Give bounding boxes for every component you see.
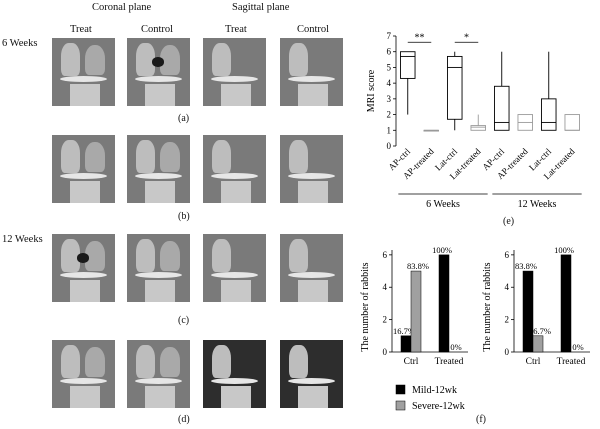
f-right-bar-label: 83.8% [515, 261, 537, 271]
f-right-bar [532, 335, 544, 353]
legend-label: Mild-12wk [412, 385, 457, 396]
legend-swatch [395, 400, 406, 411]
e-group-label: 6 Weeks [426, 199, 460, 210]
f-right-category-label: Treated [557, 357, 586, 367]
f-right-bar-label: 16.7% [529, 326, 551, 336]
legend-f: Mild-12wk Severe-12wk [395, 384, 465, 412]
legend-swatch [395, 384, 406, 395]
legend-label: Severe-12wk [412, 401, 465, 412]
e-y-tick-label: 4 [387, 78, 392, 88]
chart-f-right: 0 2 4 6 The number of rabbits 83.8% 16.7% Ctrl 1… [482, 245, 590, 367]
row-label-12-weeks: 12 Weeks [2, 234, 43, 245]
e-y-tick-label: 3 [387, 94, 392, 104]
e-y-tick-label: 6 [387, 47, 392, 57]
f-left-y-tick-label: 6 [383, 250, 388, 260]
mri-c-sagittal-treat [203, 234, 266, 302]
sagittal-plane-header: Sagittal plane [232, 2, 290, 13]
f-left-bar-label: 0% [450, 342, 461, 352]
f-right-y-axis-label: The number of rabbits [482, 262, 493, 351]
f-left-bar [438, 254, 450, 353]
e-significance-label: * [464, 32, 469, 43]
mri-d-sagittal-treat [203, 340, 266, 408]
f-right-category-label: Ctrl [526, 357, 541, 367]
f-left-y-axis-label: The number of rabbits [360, 262, 371, 351]
row-label-6-weeks: 6 Weeks [2, 38, 38, 49]
mri-c-coronal-treat [52, 234, 115, 302]
panel-label-f: (f) [476, 414, 486, 425]
e-y-tick-label: 2 [387, 110, 392, 120]
f-right-y-tick-label: 4 [505, 282, 510, 292]
f-left-bar-label: 100% [432, 245, 452, 255]
mri-c-sagittal-control [280, 234, 343, 302]
panel-label-c: (c) [178, 315, 190, 326]
e-box [541, 98, 557, 131]
e-y-axis-label: MRI score [366, 69, 377, 112]
e-y-tick-label: 1 [387, 125, 392, 135]
f-left-y-tick-label: 2 [383, 315, 388, 325]
e-box [470, 125, 486, 131]
f-left-bar-label: 16.7% [393, 326, 415, 336]
f-left-bar [400, 335, 412, 353]
chart-f-left: 0 2 4 6 The number of rabbits 16.7% 83.8% Ctrl 1… [360, 245, 468, 367]
treat-header-coronal: Treat [70, 24, 92, 35]
mri-b-sagittal-control [280, 135, 343, 203]
f-left-category-label: Ctrl [404, 357, 419, 367]
mri-c-coronal-control [127, 234, 190, 302]
e-significance-label: ** [415, 32, 425, 43]
control-header-coronal: Control [141, 24, 174, 35]
mri-b-coronal-control [127, 135, 190, 203]
e-box [494, 85, 510, 131]
e-y-tick-label: 7 [387, 31, 392, 41]
f-right-bar [560, 254, 572, 353]
e-y-tick-label: 0 [387, 141, 392, 151]
e-y-tick-label: 5 [387, 62, 392, 72]
f-right-y-tick-label: 6 [505, 250, 510, 260]
mri-a-sagittal-treat [203, 38, 266, 106]
mri-d-sagittal-control [280, 340, 343, 408]
f-right-y-tick-label: 0 [505, 347, 510, 357]
f-left-y-tick-label: 4 [383, 282, 388, 292]
mri-b-sagittal-treat [203, 135, 266, 203]
e-box [447, 55, 463, 120]
f-right-bar-label: 0% [572, 342, 583, 352]
mri-a-coronal-control [127, 38, 190, 106]
f-right-y-tick-label: 2 [505, 315, 510, 325]
panel-label-d: (d) [178, 414, 190, 425]
e-box [564, 114, 580, 131]
f-left-bar-label: 83.8% [407, 261, 429, 271]
f-left-y-tick-label: 0 [383, 347, 388, 357]
control-header-sagittal: Control [297, 24, 330, 35]
treat-header-sagittal: Treat [225, 24, 247, 35]
f-right-bar [522, 270, 534, 353]
mri-b-coronal-treat [52, 135, 115, 203]
panel-label-e: (e) [503, 216, 515, 227]
mri-a-coronal-treat [52, 38, 115, 106]
panel-label-b: (b) [178, 211, 190, 222]
f-left-category-label: Treated [435, 357, 464, 367]
mri-a-sagittal-control [280, 38, 343, 106]
e-group-label: 12 Weeks [518, 199, 557, 210]
f-right-bar-label: 100% [554, 245, 574, 255]
f-left-bar [410, 270, 422, 353]
panel-label-a: (a) [178, 113, 190, 124]
mri-d-coronal-control [127, 340, 190, 408]
coronal-plane-header: Coronal plane [92, 2, 152, 13]
mri-d-coronal-treat [52, 340, 115, 408]
e-box [400, 51, 416, 79]
